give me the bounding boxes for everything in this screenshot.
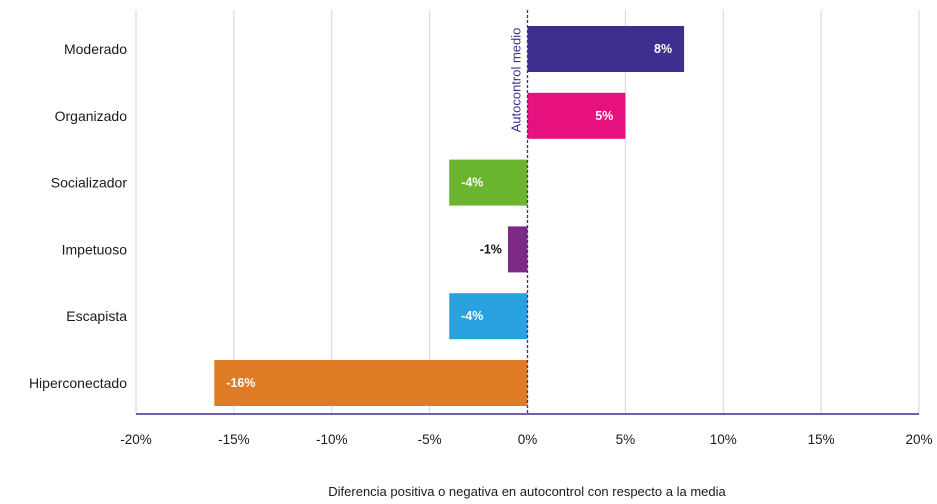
bar-impetuoso <box>507 226 528 273</box>
category-label: Hiperconectado <box>29 375 127 391</box>
bar-data-label: -4% <box>461 309 483 323</box>
x-tick-label: 0% <box>518 432 538 447</box>
x-tick-label: -15% <box>218 432 250 447</box>
category-labels: Moderado Organizado Socializador Impetuoso E… <box>29 41 127 391</box>
bars: 8% 5% -4% -1% -4% -16% <box>214 26 685 406</box>
category-label: Socializador <box>51 175 128 191</box>
bar-data-label: 5% <box>595 109 613 123</box>
bar-data-label: -16% <box>226 376 255 390</box>
gridlines <box>135 10 920 414</box>
bar-escapista <box>449 293 528 340</box>
x-tick-label: -5% <box>418 432 442 447</box>
category-label: Impetuoso <box>62 241 128 257</box>
x-tick-label: 10% <box>710 432 737 447</box>
bar-hiperconectado <box>214 360 528 406</box>
bar-socializador <box>449 159 528 206</box>
x-axis-label: Diferencia positiva o negativa en autoco… <box>328 484 726 499</box>
category-label: Moderado <box>64 41 127 57</box>
x-tick-label: -10% <box>316 432 348 447</box>
x-axis: -20% -15% -10% -5% 0% 5% 10% 15% 20% <box>120 413 933 447</box>
category-label: Organizado <box>55 108 128 124</box>
bar-organizado <box>527 92 626 139</box>
bar-moderado <box>527 26 685 72</box>
reference-line-group: Autocontrol medio <box>509 10 529 414</box>
bar-data-label: -4% <box>461 176 483 190</box>
bar-data-label: 8% <box>654 42 672 56</box>
x-tick-label: 20% <box>905 432 932 447</box>
x-tick-label: 5% <box>616 432 636 447</box>
x-tick-label: 15% <box>808 432 835 447</box>
bar-data-label: -1% <box>480 242 502 256</box>
reference-line-label: Autocontrol medio <box>509 28 524 133</box>
category-label: Escapista <box>66 308 127 324</box>
x-tick-label: -20% <box>120 432 152 447</box>
